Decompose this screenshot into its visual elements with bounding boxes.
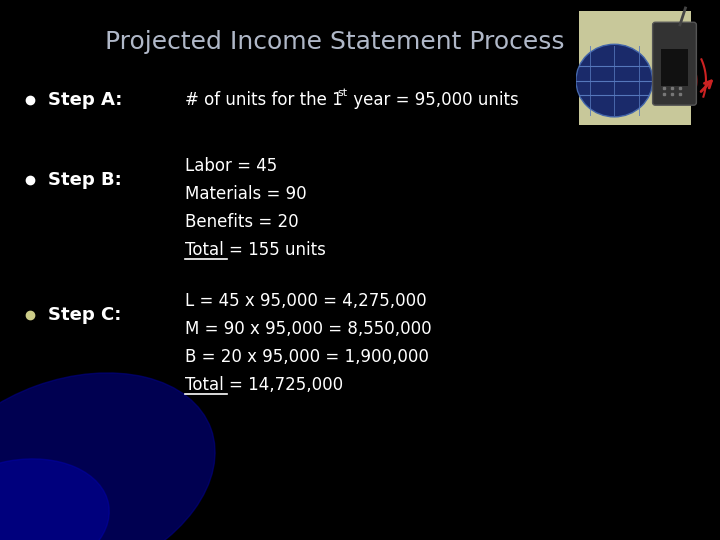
Text: year = 95,000 units: year = 95,000 units [348, 91, 518, 109]
Text: Total = 14,725,000: Total = 14,725,000 [185, 376, 343, 394]
Text: Step A:: Step A: [48, 91, 122, 109]
Text: Step C:: Step C: [48, 306, 122, 324]
Text: Benefits = 20: Benefits = 20 [185, 213, 299, 231]
Circle shape [576, 44, 652, 117]
Text: # of units for the 1: # of units for the 1 [185, 91, 343, 109]
Bar [661, 50, 688, 86]
Text: Labor = 45: Labor = 45 [185, 157, 277, 175]
Text: Projected Income Statement Process: Projected Income Statement Process [105, 30, 564, 54]
Text: Total = 155 units: Total = 155 units [185, 241, 326, 259]
Text: st: st [337, 88, 347, 98]
Text: M = 90 x 95,000 = 8,550,000: M = 90 x 95,000 = 8,550,000 [185, 320, 431, 338]
FancyBboxPatch shape [579, 11, 691, 125]
FancyBboxPatch shape [652, 22, 696, 105]
Ellipse shape [0, 373, 215, 540]
Text: B = 20 x 95,000 = 1,900,000: B = 20 x 95,000 = 1,900,000 [185, 348, 429, 366]
Text: L = 45 x 95,000 = 4,275,000: L = 45 x 95,000 = 4,275,000 [185, 292, 427, 310]
Ellipse shape [0, 459, 109, 540]
Text: Step B:: Step B: [48, 171, 122, 189]
Text: Materials = 90: Materials = 90 [185, 185, 307, 203]
